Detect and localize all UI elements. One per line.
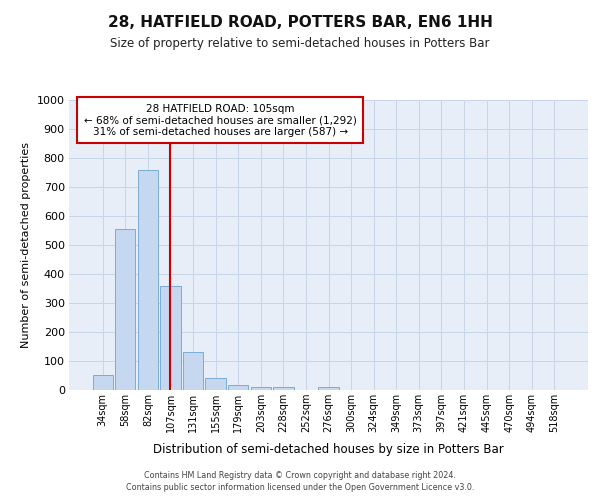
X-axis label: Distribution of semi-detached houses by size in Potters Bar: Distribution of semi-detached houses by …	[153, 444, 504, 456]
Bar	[273, 387, 293, 390]
Bar	[228, 385, 248, 390]
Bar	[183, 352, 203, 390]
Bar	[92, 375, 113, 390]
Text: Size of property relative to semi-detached houses in Potters Bar: Size of property relative to semi-detach…	[110, 38, 490, 51]
Bar	[115, 229, 136, 390]
Bar	[205, 378, 226, 390]
Bar	[319, 387, 338, 390]
Y-axis label: Number of semi-detached properties: Number of semi-detached properties	[21, 142, 31, 348]
Bar	[160, 286, 181, 390]
Text: Contains HM Land Registry data © Crown copyright and database right 2024.
Contai: Contains HM Land Registry data © Crown c…	[126, 471, 474, 492]
Text: 28 HATFIELD ROAD: 105sqm
← 68% of semi-detached houses are smaller (1,292)
31% o: 28 HATFIELD ROAD: 105sqm ← 68% of semi-d…	[84, 104, 356, 137]
Bar	[251, 387, 271, 390]
Bar	[138, 170, 158, 390]
Text: 28, HATFIELD ROAD, POTTERS BAR, EN6 1HH: 28, HATFIELD ROAD, POTTERS BAR, EN6 1HH	[107, 15, 493, 30]
